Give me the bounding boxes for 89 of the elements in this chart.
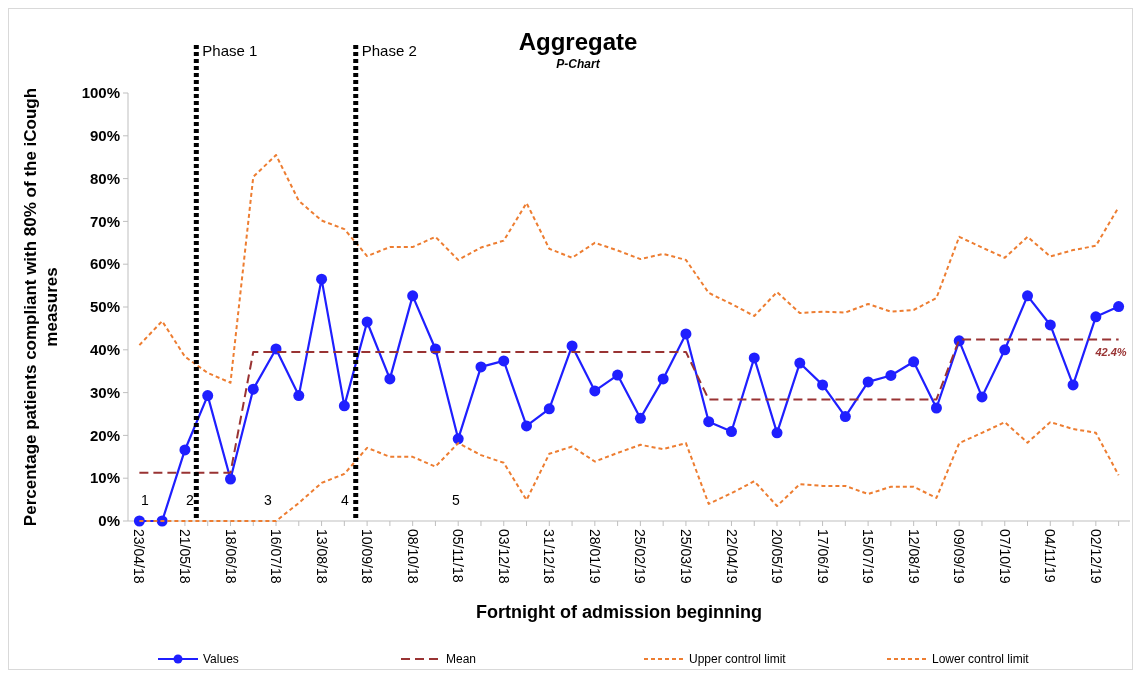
point <box>566 340 578 352</box>
point <box>1044 319 1056 331</box>
point <box>657 373 669 385</box>
y-tick-label: 90% <box>89 127 120 145</box>
point <box>976 391 988 403</box>
x-tick-label: 23/04/18 <box>131 529 148 584</box>
y-axis-title: Percentage patients compliant with 80% of the iCough measures <box>21 87 61 527</box>
point <box>589 385 601 397</box>
point <box>543 403 555 415</box>
x-tick-label: 16/07/18 <box>268 529 285 584</box>
y-tick-label: 30% <box>89 383 120 401</box>
data-label: 42.4% <box>1094 345 1127 358</box>
chart-subtitle: P-Chart <box>556 57 601 71</box>
chart-title: Aggregate <box>518 28 638 55</box>
point <box>224 473 236 485</box>
y-tick-label: 100% <box>81 84 120 102</box>
point <box>293 390 305 402</box>
x-tick-label: 07/10/19 <box>996 529 1013 584</box>
point <box>498 355 510 367</box>
point <box>1090 311 1102 323</box>
x-tick-label: 02/12/19 <box>1087 529 1104 584</box>
x-tick-label: 28/01/19 <box>586 529 603 584</box>
point <box>999 344 1011 356</box>
legend-label: Values <box>203 652 239 667</box>
point <box>908 356 920 368</box>
y-tick-label: 40% <box>89 341 120 359</box>
point <box>338 400 350 412</box>
point <box>475 361 487 373</box>
point <box>703 416 715 428</box>
ref-line-label: Phase 2 <box>361 42 417 59</box>
ref-line-label: Phase 1 <box>202 42 258 59</box>
annotation: 2 <box>186 492 195 508</box>
point <box>725 426 737 438</box>
annotation: 4 <box>341 492 350 508</box>
x-tick-label: 05/11/18 <box>450 529 467 583</box>
point <box>794 357 806 369</box>
point <box>680 328 692 340</box>
x-tick-label: 13/08/18 <box>313 529 330 584</box>
y-tick-label: 0% <box>98 512 120 530</box>
y-tick-label: 20% <box>89 426 120 444</box>
x-tick-label: 12/08/19 <box>905 529 922 584</box>
annotation: 1 <box>141 492 150 508</box>
x-tick-label: 18/06/18 <box>222 529 239 584</box>
point <box>612 369 624 381</box>
point <box>202 390 214 402</box>
point <box>384 373 396 385</box>
x-tick-label: 15/07/19 <box>860 529 877 584</box>
point <box>634 412 646 424</box>
annotation: 5 <box>452 492 461 508</box>
y-tick-label: 10% <box>89 469 120 487</box>
point <box>839 411 851 423</box>
point <box>1067 379 1079 391</box>
x-tick-label: 08/10/18 <box>404 529 421 584</box>
x-tick-label: 04/11/19 <box>1042 529 1059 583</box>
point <box>862 376 874 388</box>
x-tick-label: 31/12/18 <box>541 529 558 584</box>
point <box>930 402 942 414</box>
point <box>817 379 829 391</box>
point <box>885 369 897 381</box>
y-tick-label: 60% <box>89 255 120 273</box>
x-tick-label: 20/05/19 <box>769 529 786 584</box>
point <box>247 383 259 395</box>
x-tick-label: 10/09/18 <box>359 529 376 584</box>
point <box>179 444 191 456</box>
x-tick-label: 21/05/18 <box>177 529 194 584</box>
point <box>1113 301 1125 313</box>
x-tick-label: 25/02/19 <box>632 529 649 584</box>
x-tick-label: 17/06/19 <box>814 529 831 584</box>
x-axis-title: Fortnight of admission beginning <box>476 602 762 622</box>
point <box>407 290 419 302</box>
x-tick-label: 03/12/18 <box>495 529 512 584</box>
x-tick-label: 25/03/19 <box>678 529 695 584</box>
legend-label: Upper control limit <box>689 652 787 667</box>
y-tick-label: 50% <box>89 298 120 316</box>
point <box>1022 290 1034 302</box>
point <box>133 515 145 527</box>
x-tick-label: 09/09/19 <box>951 529 968 584</box>
point <box>452 433 464 445</box>
point <box>316 273 328 285</box>
y-tick-label: 80% <box>89 169 120 187</box>
point <box>771 427 783 439</box>
legend-label: Lower control limit <box>932 652 1030 667</box>
annotation: 3 <box>264 492 273 508</box>
x-tick-label: 22/04/19 <box>723 529 740 584</box>
legend-label: Mean <box>446 652 477 667</box>
y-tick-label: 70% <box>89 212 120 230</box>
point <box>361 316 373 328</box>
point <box>521 420 533 432</box>
point <box>748 352 760 364</box>
